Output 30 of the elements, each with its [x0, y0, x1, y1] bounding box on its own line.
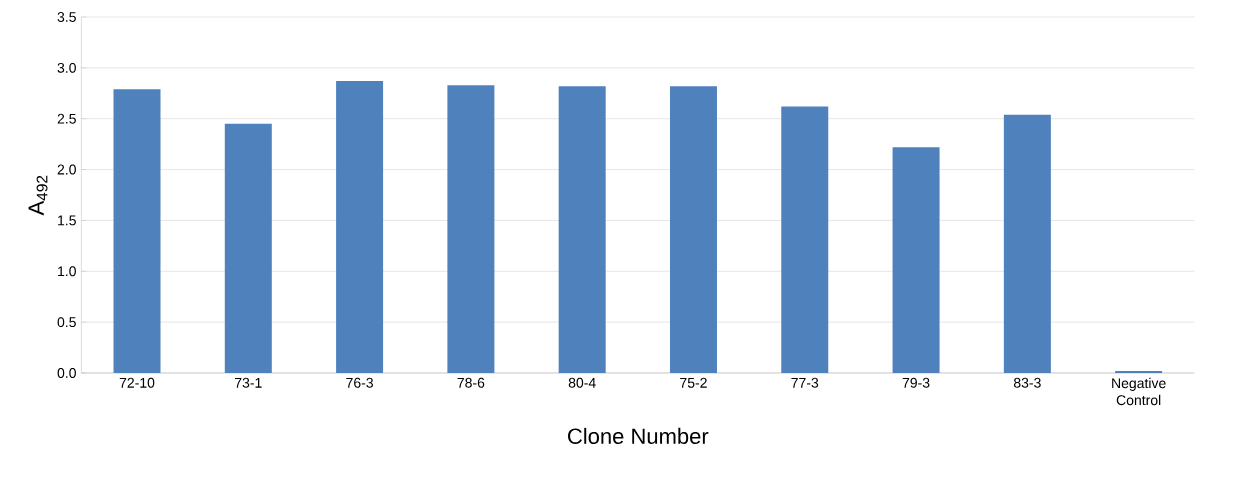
- x-tick-label: Negative Control: [1112, 377, 1166, 406]
- x-tick-label: 78-6: [457, 377, 485, 388]
- x-axis-title: Clone Number: [568, 427, 709, 445]
- x-tick-label: 73-1: [235, 377, 262, 388]
- bar: [1003, 114, 1051, 373]
- x-tick-label: 76-3: [346, 377, 373, 388]
- y-tick-label: 1.5: [58, 215, 76, 226]
- bar: [781, 106, 829, 373]
- x-tick-label: 83-3: [1013, 377, 1041, 388]
- y-tick-label: 2.0: [57, 164, 76, 175]
- x-tick-label: 79-3: [902, 377, 930, 388]
- bar: [336, 81, 384, 373]
- bar: [669, 86, 717, 373]
- x-tick-label: 75-2: [680, 377, 707, 388]
- bar: [1115, 370, 1163, 373]
- y-tick-label: 3.0: [57, 62, 76, 73]
- bar: [224, 123, 272, 373]
- y-tick-label: 0.0: [57, 368, 76, 378]
- y-tick-label: 2.5: [57, 113, 76, 124]
- bar: [447, 85, 495, 373]
- x-tick-label: 80-4: [568, 377, 596, 388]
- y-tick-label: 3.5: [57, 12, 76, 22]
- y-tick-label: 1.0: [58, 266, 76, 277]
- y-axis-title: A$_{492}$: [28, 175, 48, 216]
- x-tick-label: 77-3: [791, 377, 819, 388]
- bar: [113, 89, 161, 373]
- y-tick-label: 0.5: [57, 317, 76, 328]
- bar: [892, 147, 940, 373]
- x-tick-label: 72-10: [119, 377, 155, 388]
- bar: [558, 86, 606, 373]
